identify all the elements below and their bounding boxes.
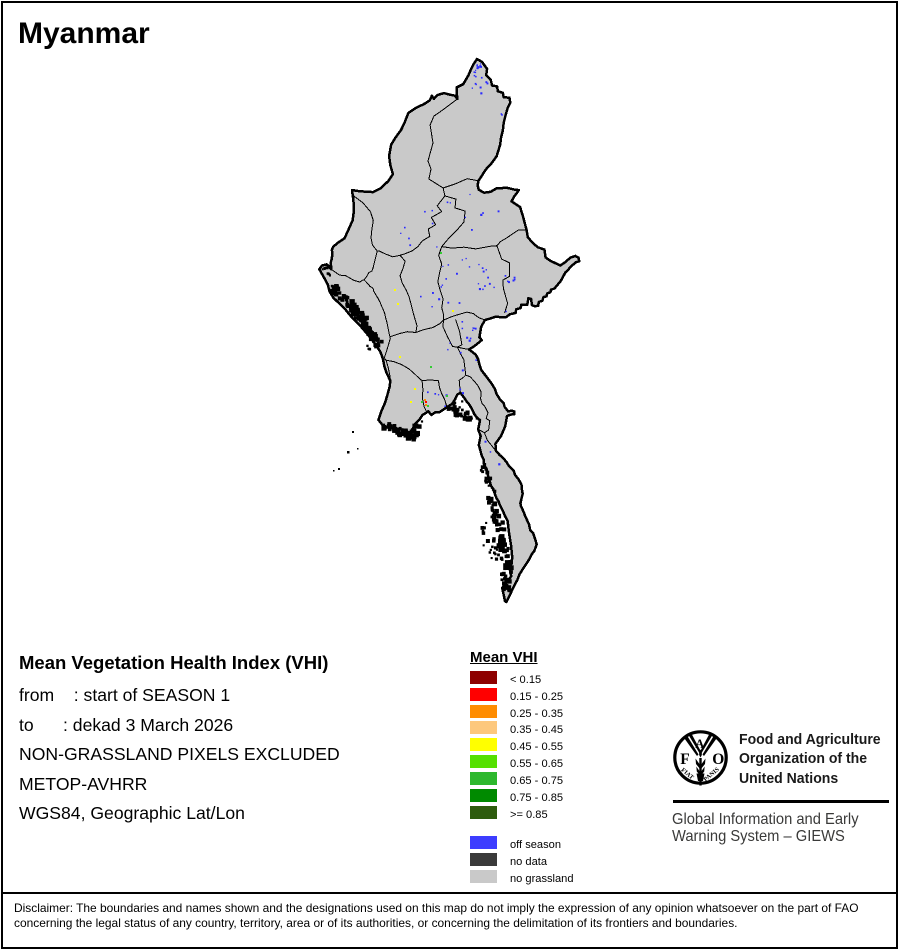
svg-text:O: O bbox=[712, 751, 724, 768]
svg-text:F: F bbox=[680, 751, 689, 768]
svg-text:A: A bbox=[695, 737, 704, 751]
